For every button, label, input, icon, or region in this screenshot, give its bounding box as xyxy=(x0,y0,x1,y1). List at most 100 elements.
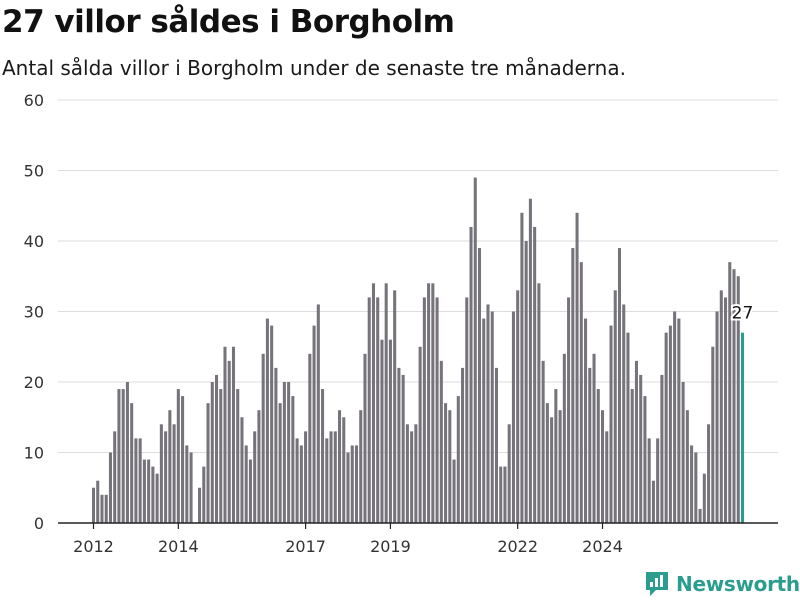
bar xyxy=(291,396,295,523)
bar xyxy=(456,396,460,523)
bar xyxy=(558,410,562,523)
bar xyxy=(439,360,443,523)
bar xyxy=(172,424,176,523)
bar xyxy=(668,325,672,523)
bar xyxy=(329,431,333,523)
bar xyxy=(270,325,274,523)
bar xyxy=(295,438,299,523)
bar xyxy=(422,297,426,523)
bar xyxy=(605,431,609,523)
bar xyxy=(448,410,452,523)
bar xyxy=(630,389,634,523)
bar xyxy=(117,389,121,523)
bar xyxy=(550,417,554,523)
y-tick-label: 30 xyxy=(24,303,44,322)
bar xyxy=(647,438,651,523)
x-tick-label: 2022 xyxy=(497,537,538,556)
bar xyxy=(685,410,689,523)
bar xyxy=(494,367,499,523)
bar xyxy=(96,480,100,523)
bar xyxy=(592,353,596,523)
bar xyxy=(253,431,257,523)
bar xyxy=(210,382,214,523)
bar xyxy=(125,382,129,523)
bar xyxy=(617,248,622,524)
bar xyxy=(321,389,325,523)
chart-title: 27 villor såldes i Borgholm xyxy=(2,4,455,40)
bar xyxy=(596,389,600,523)
bar xyxy=(656,438,660,523)
bar xyxy=(104,494,108,523)
bar xyxy=(490,311,494,523)
bar xyxy=(516,290,520,523)
bar xyxy=(477,248,482,524)
bar xyxy=(410,431,414,523)
bar xyxy=(702,473,706,523)
bar xyxy=(622,304,626,523)
bar xyxy=(473,177,477,524)
bar xyxy=(159,424,163,523)
bar xyxy=(600,410,605,523)
bar xyxy=(461,367,465,523)
bar xyxy=(113,431,117,523)
bar xyxy=(537,283,541,523)
bar xyxy=(130,403,134,523)
x-tick-label: 2017 xyxy=(285,537,326,556)
bar xyxy=(401,374,405,523)
bar xyxy=(198,487,202,523)
newsworthy-logo-text: Newsworthy xyxy=(676,572,800,596)
bar xyxy=(719,290,723,523)
bar xyxy=(524,241,528,523)
bar xyxy=(452,459,456,523)
bar xyxy=(698,508,702,523)
bar xyxy=(227,360,231,523)
bar xyxy=(282,382,286,523)
y-tick-label: 0 xyxy=(34,514,44,533)
bar xyxy=(91,487,96,523)
bar xyxy=(359,410,363,523)
bar xyxy=(528,198,532,523)
bar xyxy=(138,438,142,523)
bar xyxy=(626,332,630,523)
bar xyxy=(545,403,549,523)
bar xyxy=(337,410,342,523)
bar xyxy=(342,417,346,523)
bar xyxy=(265,318,269,523)
bar xyxy=(579,262,583,523)
bar xyxy=(465,297,469,523)
bar xyxy=(520,212,524,524)
bar xyxy=(108,452,112,523)
bar xyxy=(533,226,537,523)
bar xyxy=(405,424,409,523)
bar xyxy=(613,290,617,523)
bar xyxy=(707,424,711,523)
bar xyxy=(690,445,694,523)
bar xyxy=(715,311,719,523)
bar xyxy=(584,318,588,523)
bar xyxy=(350,445,354,523)
newsworthy-logo-icon xyxy=(646,572,668,596)
bar xyxy=(299,445,303,523)
bar xyxy=(316,304,320,523)
bar xyxy=(388,339,392,523)
bar xyxy=(562,353,566,523)
bar xyxy=(609,325,613,523)
bar xyxy=(736,276,740,523)
bar xyxy=(312,325,316,523)
bar xyxy=(333,431,337,523)
bar xyxy=(164,431,168,523)
bar xyxy=(202,466,206,523)
bar xyxy=(181,396,185,523)
bar xyxy=(588,367,592,523)
bar xyxy=(418,346,422,523)
bar xyxy=(214,374,219,523)
bar xyxy=(499,466,503,523)
bar xyxy=(694,452,698,523)
bar xyxy=(354,445,359,523)
bar xyxy=(248,459,252,523)
bar xyxy=(376,297,380,523)
bar xyxy=(371,283,375,523)
bar xyxy=(121,389,125,523)
bar xyxy=(325,438,329,523)
